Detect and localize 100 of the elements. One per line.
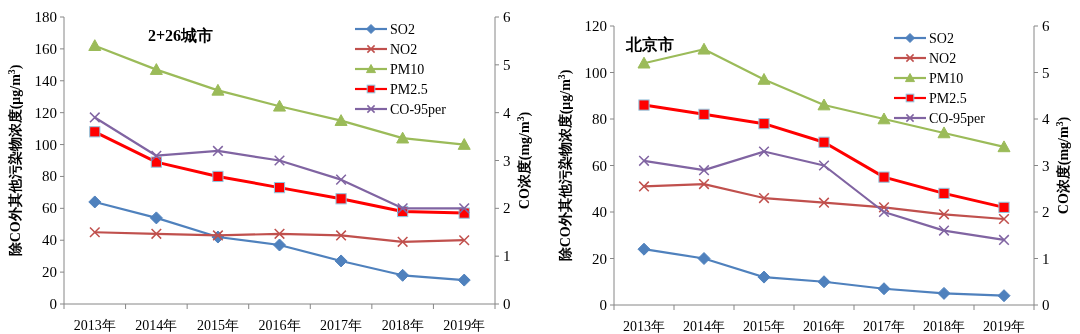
y2-tick-label: 0 <box>503 296 511 312</box>
point <box>938 187 950 199</box>
point <box>818 136 830 148</box>
legend-label: PM2.5 <box>929 91 967 106</box>
y-tick-label: 0 <box>599 297 607 313</box>
y-tick-label: 120 <box>34 104 57 121</box>
legend-label: CO-95per <box>390 102 447 117</box>
y-tick-label: 180 <box>34 9 57 25</box>
point <box>638 155 650 167</box>
y-tick-label: 100 <box>34 136 57 153</box>
legend-label: NO2 <box>929 51 957 66</box>
point <box>997 140 1011 153</box>
point <box>457 138 471 150</box>
point <box>334 114 348 126</box>
y2-tick-label: 0 <box>1042 297 1050 313</box>
point <box>937 286 951 300</box>
point <box>998 234 1010 246</box>
x-tick-label: 2017年 <box>863 319 905 334</box>
point <box>758 192 770 204</box>
point <box>877 112 891 125</box>
point <box>150 228 162 240</box>
point <box>697 42 711 55</box>
legend-label: NO2 <box>390 42 418 57</box>
y-tick-label: 60 <box>592 157 607 174</box>
point <box>698 164 710 176</box>
point <box>273 238 286 252</box>
point <box>149 211 163 225</box>
y2-tick-label: 5 <box>1042 64 1050 81</box>
point <box>877 282 891 296</box>
point <box>938 208 950 220</box>
point <box>818 197 830 209</box>
point <box>878 206 890 218</box>
point <box>397 202 409 214</box>
x-tick-label: 2015年 <box>196 318 239 333</box>
point <box>938 225 950 237</box>
y-tick-label: 20 <box>592 250 607 267</box>
x-tick-label: 2013年 <box>623 319 665 334</box>
point <box>458 234 470 246</box>
y-tick-label: 40 <box>592 204 607 220</box>
point <box>88 39 102 51</box>
y2-tick-label: 6 <box>1042 18 1050 34</box>
y-tick-label: 40 <box>42 232 57 249</box>
x-tick-label: 2016年 <box>258 318 301 333</box>
y-tick-label: 80 <box>42 168 57 185</box>
point <box>757 270 771 284</box>
point <box>457 273 471 287</box>
y2-tick-label: 2 <box>503 200 511 217</box>
point <box>89 226 101 238</box>
y-tick-label: 60 <box>42 200 57 217</box>
legend-label: PM2.5 <box>390 82 428 97</box>
point <box>88 195 102 209</box>
y-tick-label: 140 <box>34 72 57 89</box>
point <box>698 108 710 120</box>
point <box>458 202 470 214</box>
x-tick-label: 2018年 <box>923 319 965 334</box>
y2-tick-label: 1 <box>1042 250 1050 267</box>
point <box>758 118 770 130</box>
point <box>998 201 1010 213</box>
x-tick-label: 2019年 <box>443 318 486 333</box>
point <box>335 193 347 205</box>
x-tick-label: 2019年 <box>983 319 1025 334</box>
y-tick-label: 20 <box>42 264 57 281</box>
point <box>212 170 224 183</box>
point <box>817 98 831 111</box>
point <box>637 56 651 69</box>
y-tick-label: 160 <box>34 40 57 57</box>
point <box>638 180 650 192</box>
x-tick-label: 2017年 <box>320 318 363 333</box>
legend-label: PM10 <box>929 71 964 86</box>
point <box>273 182 286 194</box>
y2-tick-label: 3 <box>1042 157 1050 174</box>
point <box>396 131 410 144</box>
x-tick-label: 2015年 <box>743 319 785 334</box>
point <box>273 154 286 167</box>
y-tick-label: 100 <box>584 64 607 81</box>
y2-tick-label: 2 <box>1042 204 1050 220</box>
legend-label: CO-95per <box>929 111 986 126</box>
text: 北京市 <box>625 36 674 53</box>
point <box>698 178 710 190</box>
point <box>638 99 650 111</box>
legend-label: SO2 <box>390 22 415 37</box>
y2-tick-label: 1 <box>503 248 511 265</box>
x-tick-label: 2013年 <box>73 318 116 333</box>
point <box>878 201 890 213</box>
point <box>758 146 770 158</box>
point <box>335 174 347 186</box>
y2-tick-label: 3 <box>503 152 511 169</box>
y-tick-label: 0 <box>49 296 57 312</box>
text: 2+26城市 <box>148 27 214 44</box>
x-tick-label: 2018年 <box>381 318 424 333</box>
y2-tick-label: 5 <box>503 56 511 73</box>
point <box>149 63 163 75</box>
legend-label: PM10 <box>390 62 425 77</box>
legend-label: SO2 <box>929 31 954 46</box>
point <box>273 99 286 112</box>
point <box>817 275 831 289</box>
point <box>818 159 830 172</box>
point <box>997 289 1011 303</box>
y-tick-label: 120 <box>584 18 607 34</box>
point <box>397 236 409 248</box>
